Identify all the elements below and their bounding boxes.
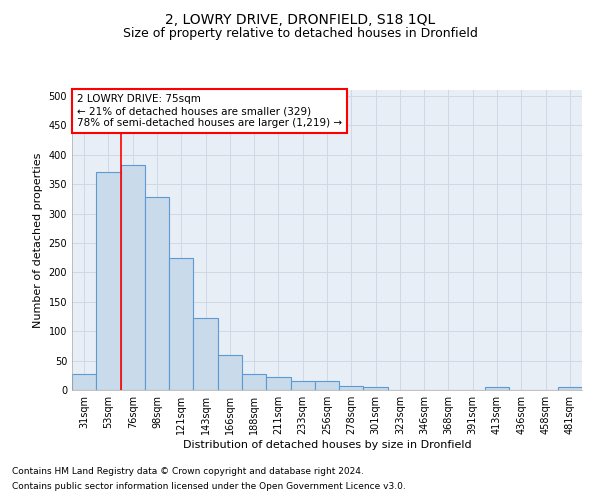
Bar	[193, 318, 218, 390]
Bar	[339, 386, 364, 390]
Bar	[145, 197, 169, 390]
Bar	[72, 374, 96, 390]
Bar	[315, 381, 339, 390]
Bar	[218, 354, 242, 390]
Text: 2 LOWRY DRIVE: 75sqm
← 21% of detached houses are smaller (329)
78% of semi-deta: 2 LOWRY DRIVE: 75sqm ← 21% of detached h…	[77, 94, 342, 128]
Text: Contains public sector information licensed under the Open Government Licence v3: Contains public sector information licen…	[12, 482, 406, 491]
Text: Contains HM Land Registry data © Crown copyright and database right 2024.: Contains HM Land Registry data © Crown c…	[12, 467, 364, 476]
Bar	[121, 164, 145, 390]
Bar	[485, 387, 509, 390]
Text: 2, LOWRY DRIVE, DRONFIELD, S18 1QL: 2, LOWRY DRIVE, DRONFIELD, S18 1QL	[165, 12, 435, 26]
Text: Size of property relative to detached houses in Dronfield: Size of property relative to detached ho…	[122, 28, 478, 40]
X-axis label: Distribution of detached houses by size in Dronfield: Distribution of detached houses by size …	[182, 440, 472, 450]
Bar	[558, 387, 582, 390]
Bar	[242, 374, 266, 390]
Bar	[169, 258, 193, 390]
Bar	[290, 380, 315, 390]
Bar	[266, 377, 290, 390]
Y-axis label: Number of detached properties: Number of detached properties	[33, 152, 43, 328]
Bar	[96, 172, 121, 390]
Bar	[364, 387, 388, 390]
